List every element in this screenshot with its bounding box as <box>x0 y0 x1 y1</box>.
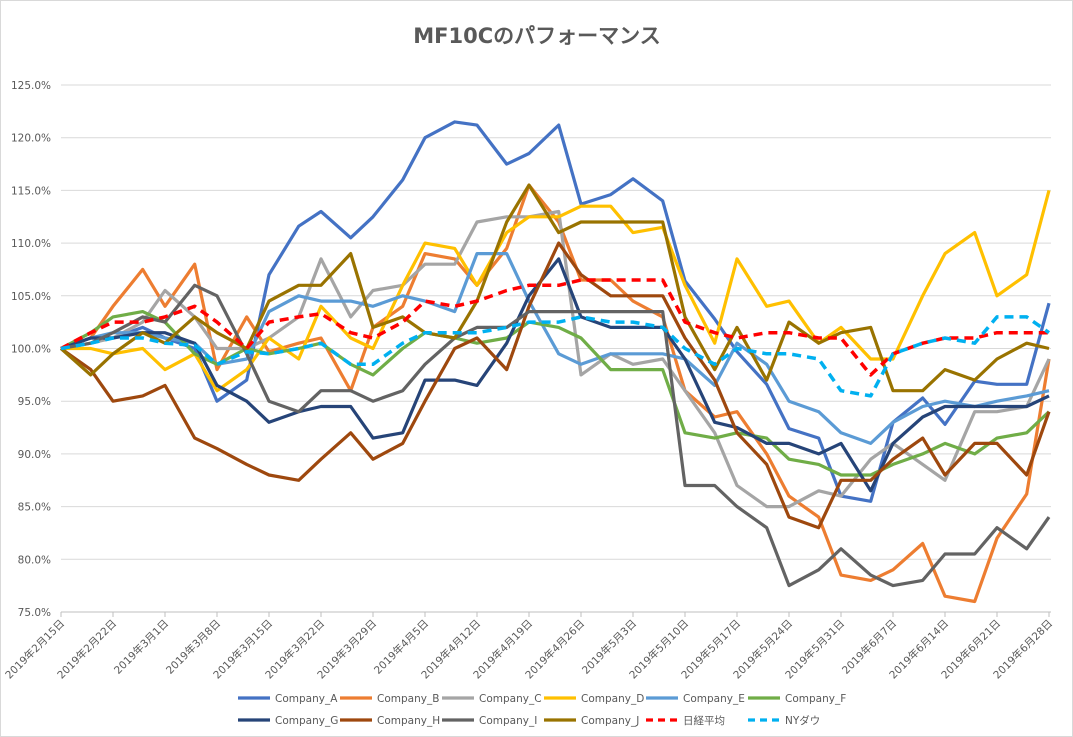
y-tick-label: 115.0% <box>11 185 51 197</box>
y-tick-label: 90.0% <box>18 449 51 461</box>
x-tick-label: 2019年3月8日 <box>163 617 223 677</box>
legend-label: Company_D <box>581 693 644 705</box>
legend-label: Company_G <box>275 715 338 727</box>
legend-label: Company_J <box>581 715 639 727</box>
legend-label: 日経平均 <box>683 714 725 727</box>
x-axis-ticks: 2019年2月15日2019年2月22日2019年3月1日2019年3月8日20… <box>3 612 1055 681</box>
y-tick-label: 75.0% <box>18 607 51 619</box>
y-tick-label: 100.0% <box>11 344 51 356</box>
series-line-Company_E <box>60 252 1050 445</box>
series-lines <box>59 120 1051 604</box>
legend-label: Company_F <box>785 693 846 705</box>
series-line-日経平均 <box>60 278 1049 377</box>
legend: Company_A Company_B Company_C Company_D Comp… <box>238 693 846 727</box>
series-line-Company_G <box>60 257 1050 493</box>
legend-label: Company_B <box>377 693 439 705</box>
y-tick-label: 80.0% <box>18 554 51 566</box>
y-tick-label: 85.0% <box>18 502 51 514</box>
x-tick-label: 2019年4月5日 <box>371 617 431 677</box>
legend-label: Company_C <box>479 693 542 705</box>
y-tick-label: 125.0% <box>11 80 51 92</box>
x-tick-label: 2019年5月3日 <box>579 617 639 677</box>
x-tick-label: 2019年6月7日 <box>839 617 899 677</box>
y-tick-label: 105.0% <box>11 291 51 303</box>
legend-label: Company_H <box>377 715 440 727</box>
y-tick-label: 95.0% <box>18 396 51 408</box>
series-line-Company_H <box>60 241 1051 530</box>
chart-title: MF10Cのパフォーマンス <box>413 24 660 48</box>
y-tick-label: 110.0% <box>11 238 51 250</box>
series-line-Company_C <box>60 209 1051 509</box>
x-tick-label: 2019年3月1日 <box>111 617 171 677</box>
series-line-Company_I <box>60 283 1051 588</box>
legend-label: Company_E <box>683 693 745 705</box>
legend-label: NYダウ <box>785 714 820 727</box>
y-tick-label: 120.0% <box>11 133 51 145</box>
legend-label: Company_I <box>479 715 537 727</box>
y-axis-ticks: 75.0% 80.0% 85.0% 90.0% 95.0% 100.0% 105.0% 110… <box>11 80 51 619</box>
series-line-NYダウ <box>60 315 1051 398</box>
legend-label: Company_A <box>275 693 338 705</box>
